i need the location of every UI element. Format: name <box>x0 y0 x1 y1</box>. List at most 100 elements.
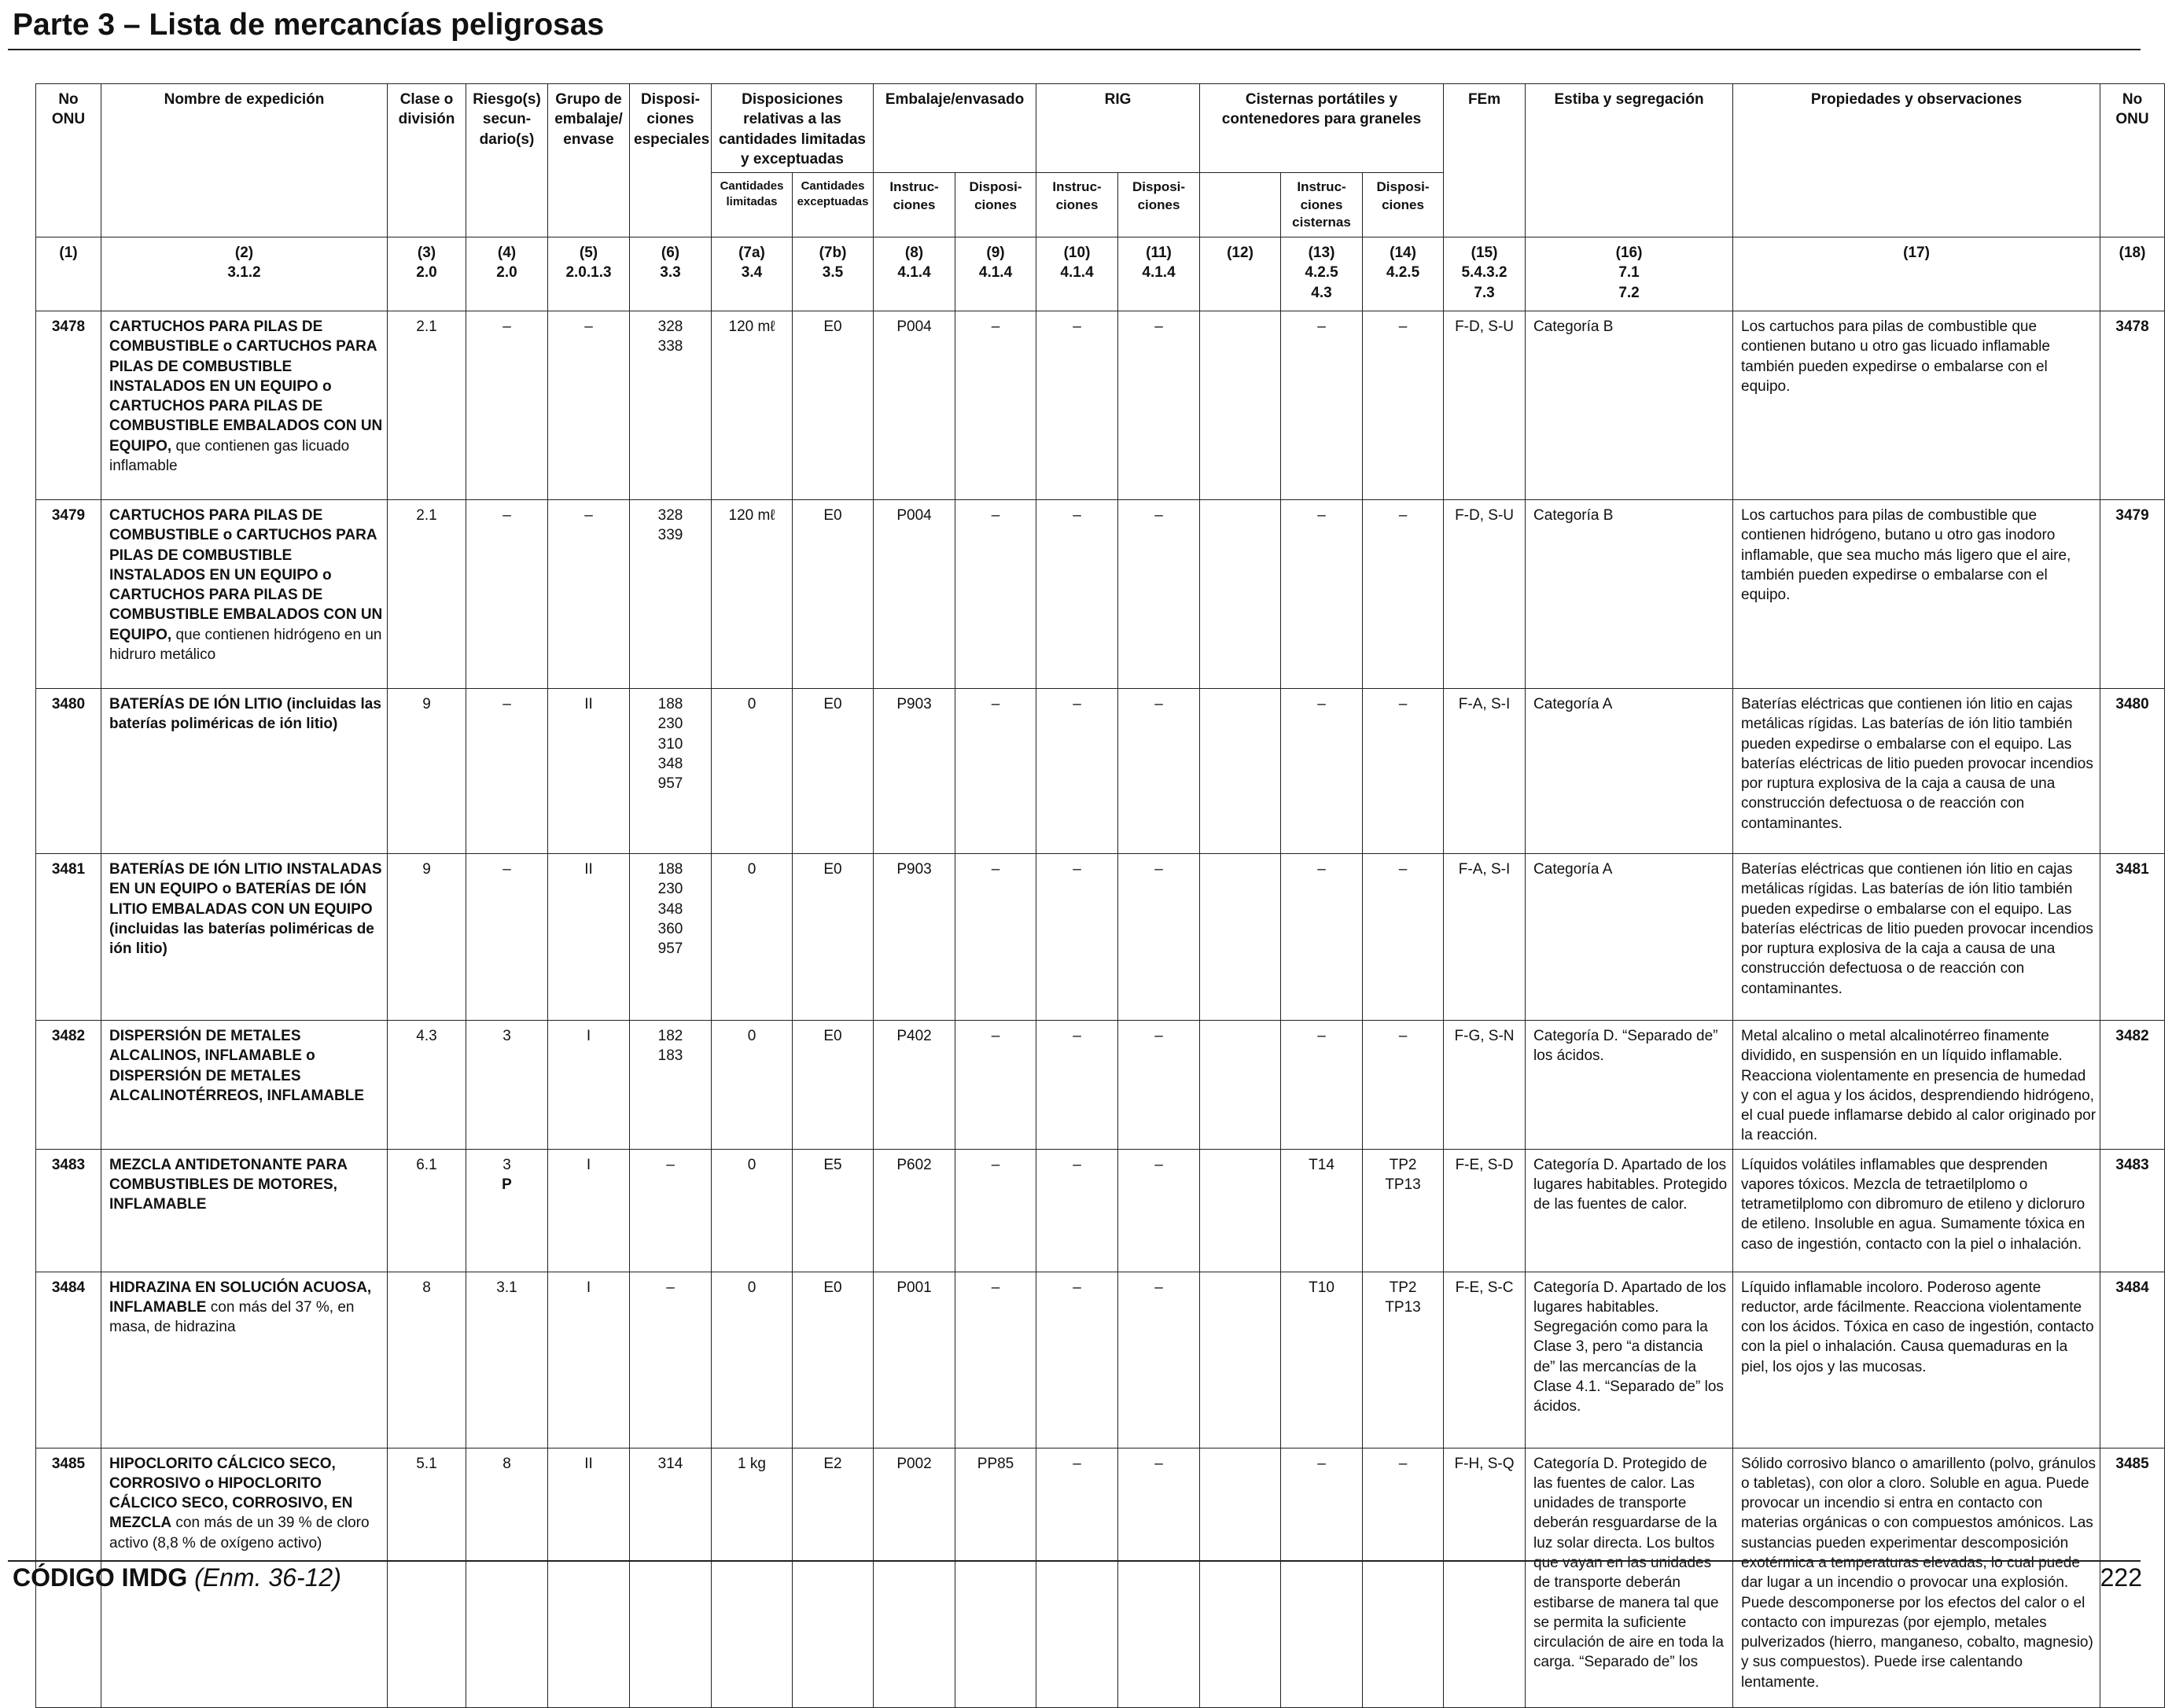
tank-instruction-cell: – <box>1280 499 1364 690</box>
col-12-cell <box>1199 1148 1282 1272</box>
ems-cell: F-A, S-I <box>1443 853 1526 1021</box>
limited-quantity-cell: 0 <box>711 688 793 855</box>
subsidiary-risk: – <box>502 507 511 525</box>
packing-instruction-cell: P903 <box>873 853 956 1021</box>
limited-quantity-cell: 0 <box>711 1148 793 1272</box>
shipping-name: HIDRAZINA EN SOLUCIÓN ACUOSA, INFLAMABLE… <box>101 1271 388 1448</box>
packing-group-cell: I <box>547 1148 630 1272</box>
column-number: (15) <box>1471 245 1498 262</box>
column-number-cell: (7a) 3.4 <box>711 237 793 312</box>
header-rig-instrucciones: Instruc- ciones <box>1036 172 1119 238</box>
un-number-right: 3481 <box>2100 853 2166 1021</box>
ibc-instruction-cell: – <box>1036 853 1119 1021</box>
tank-provision-cell: TP2 TP13 <box>1362 1148 1445 1272</box>
special-provisions-cell: 314 <box>629 1447 712 1708</box>
limited-quantity-cell: 120 mℓ <box>711 499 793 690</box>
shipping-name-bold: BATERÍAS DE IÓN LITIO (incluidas las bat… <box>109 696 381 733</box>
ibc-provision-cell: – <box>1117 311 1201 501</box>
tank-instruction-cell: – <box>1280 1020 1364 1150</box>
packing-group-cell: – <box>547 499 630 690</box>
column-reference: 2.0.1.3 <box>565 264 612 282</box>
column-number-row: (1) (2) 3.1.2 (3) 2.0 (4) 2.0 (5) 2.0.1.3 (6) 3.3(… <box>35 237 2166 312</box>
tank-instruction-cell: T10 <box>1280 1271 1364 1448</box>
header-clase: Clase o división <box>387 83 466 238</box>
limited-quantity-cell: 0 <box>711 1020 793 1150</box>
tank-instruction-cell: T14 <box>1280 1148 1364 1272</box>
un-number: 3481 <box>35 853 101 1021</box>
column-number-cell: (14) 4.2.5 <box>1362 237 1445 312</box>
ems-cell: F-D, S-U <box>1443 311 1526 501</box>
special-provisions-cell: 328 339 <box>629 499 712 690</box>
ibc-provision-cell: – <box>1117 1020 1201 1150</box>
packing-instruction-cell: P903 <box>873 688 956 855</box>
table-row: 3480 BATERÍAS DE IÓN LITIO (incluidas las… <box>35 688 2166 855</box>
column-number: (9) <box>986 245 1005 262</box>
un-number-right: 3482 <box>2100 1020 2166 1150</box>
ibc-instruction-cell: – <box>1036 688 1119 855</box>
ibc-instruction-cell: – <box>1036 311 1119 501</box>
special-provisions-cell: – <box>629 1148 712 1272</box>
packing-provision-cell: – <box>955 499 1037 690</box>
excepted-quantity-cell: E0 <box>791 311 874 501</box>
col-12-cell <box>1199 499 1282 690</box>
column-number: (10) <box>1063 245 1091 262</box>
subsidiary-risk: – <box>502 696 511 713</box>
packing-provision-cell: – <box>955 853 1037 1021</box>
table-row: 3482 DISPERSIÓN DE METALES ALCALINOS, INF… <box>35 1020 2166 1150</box>
properties-cell: Baterías eléctricas que contienen ión li… <box>1732 853 2101 1021</box>
special-provisions-cell: 182 183 <box>629 1020 712 1150</box>
tank-provision-cell: TP2 TP13 <box>1362 1271 1445 1448</box>
un-number-right: 3480 <box>2100 688 2166 855</box>
column-number: (12) <box>1227 245 1253 262</box>
header-emb-instrucciones: Instruc- ciones <box>873 172 956 238</box>
header-cis-instrucciones: Instruc- ciones cisternas <box>1280 172 1364 238</box>
header-cant-exceptuadas: Cantidades exceptuadas <box>791 172 874 238</box>
subsidiary-risk: 3.1 <box>496 1279 517 1296</box>
subsidiary-risk: 3 <box>502 1156 511 1173</box>
ems-cell: F-E, S-C <box>1443 1271 1526 1448</box>
stowage-cell: Categoría A <box>1525 688 1734 855</box>
header-cantidades: Disposiciones relativas a las cantidades… <box>710 83 874 174</box>
table-row: 3485 HIPOCLORITO CÁLCICO SECO, CORROSIVO … <box>35 1447 2166 1708</box>
packing-group-cell: I <box>547 1271 630 1448</box>
column-number-cell: (18) <box>2100 237 2166 312</box>
ibc-provision-cell: – <box>1117 1271 1201 1448</box>
shipping-name-qualifier: que contienen hidrógeno en un hidruro me… <box>109 626 382 663</box>
footer-code: CÓDIGO IMDG <box>13 1563 188 1592</box>
limited-quantity-cell: 0 <box>711 1271 793 1448</box>
properties-cell: Los cartuchos para pilas de combustible … <box>1732 311 2101 501</box>
column-number-cell: (3) 2.0 <box>387 237 466 312</box>
header-rig-disposiciones: Disposi- ciones <box>1117 172 1201 238</box>
page-number: 222 <box>2100 1563 2142 1592</box>
special-provisions-cell: 328 338 <box>629 311 712 501</box>
shipping-name-bold: CARTUCHOS PARA PILAS DE COMBUSTIBLE o CA… <box>109 318 383 455</box>
un-number-right: 3484 <box>2100 1271 2166 1448</box>
table-row: 3478 CARTUCHOS PARA PILAS DE COMBUSTIBLE … <box>35 311 2166 501</box>
column-reference: 4.2.5 4.3 <box>1305 264 1338 301</box>
column-number-cell: (6) 3.3 <box>629 237 712 312</box>
ems-cell: F-A, S-I <box>1443 688 1526 855</box>
column-reference: 4.2.5 <box>1386 264 1420 282</box>
tank-instruction-cell: – <box>1280 311 1364 501</box>
stowage-cell: Categoría B <box>1525 499 1734 690</box>
column-number: (18) <box>2119 245 2146 262</box>
column-number-cell: (13) 4.2.5 4.3 <box>1280 237 1364 312</box>
packing-provision-cell: – <box>955 311 1037 501</box>
column-number-cell: (15) 5.4.3.2 7.3 <box>1443 237 1526 312</box>
dangerous-goods-table: No ONU Nombre de expedición Clase o divi… <box>35 83 2166 1708</box>
header-nombre: Nombre de expedición <box>101 83 388 238</box>
excepted-quantity-cell: E0 <box>791 853 874 1021</box>
col-12-cell <box>1199 1271 1282 1448</box>
class-cell: 5.1 <box>387 1447 466 1708</box>
column-reference: 3.5 <box>822 264 844 282</box>
shipping-name-bold: BATERÍAS DE IÓN LITIO INSTALADAS EN UN E… <box>109 861 382 958</box>
class-cell: 2.1 <box>387 499 466 690</box>
column-number-cell: (12) <box>1199 237 1282 312</box>
ibc-provision-cell: – <box>1117 1148 1201 1272</box>
excepted-quantity-cell: E0 <box>791 499 874 690</box>
column-number: (13) <box>1308 245 1335 262</box>
un-number-right: 3479 <box>2100 499 2166 690</box>
column-reference: 3.4 <box>741 264 763 282</box>
subsidiary-risk-cell: – <box>466 688 548 855</box>
